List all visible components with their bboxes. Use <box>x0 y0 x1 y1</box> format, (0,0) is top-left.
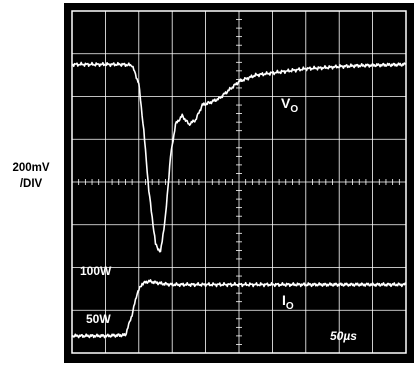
timebase-label: 50µs <box>330 329 357 343</box>
vo-label: VO <box>281 95 298 115</box>
vertical-scale-value: 200mV <box>12 162 50 174</box>
traces <box>71 61 407 339</box>
trace-io <box>71 279 407 339</box>
annotation-100w: 100W <box>80 264 112 278</box>
trace-vo <box>71 61 407 253</box>
trace-labels: VO IO 100W 50W 50µs <box>80 95 357 343</box>
vertical-scale-unit: /DIV <box>19 178 43 190</box>
annotation-50w: 50W <box>86 312 111 326</box>
io-label: IO <box>282 292 294 312</box>
vertical-scale-label: 200mV /DIV <box>0 160 62 192</box>
